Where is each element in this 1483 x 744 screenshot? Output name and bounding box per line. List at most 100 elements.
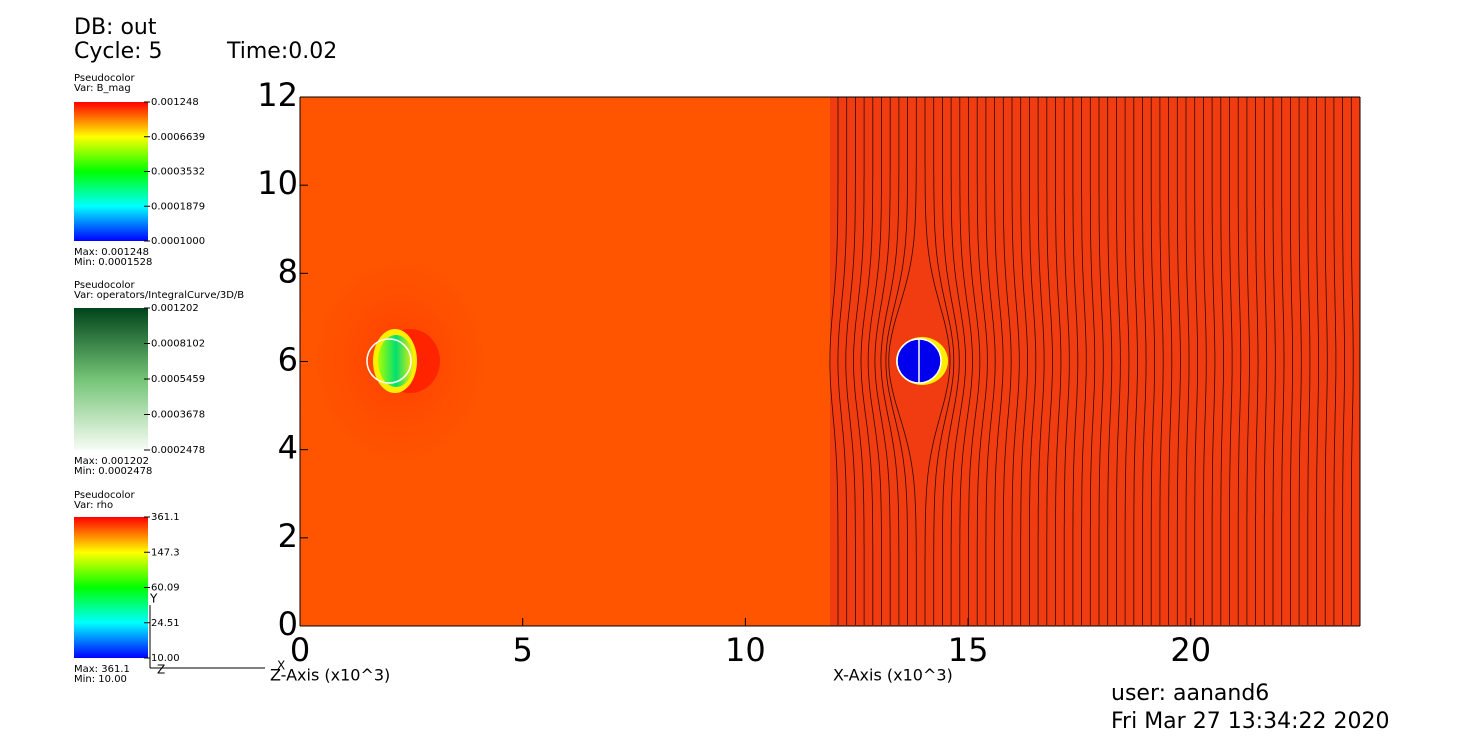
legend-label: 0.001202 xyxy=(151,303,199,314)
streamline xyxy=(933,97,955,625)
legend-title: Pseudocolor xyxy=(74,73,136,84)
db-label: DB: out xyxy=(74,15,157,40)
streamline xyxy=(1316,97,1319,625)
legend-label: 0.0002478 xyxy=(151,445,205,456)
streamline xyxy=(924,97,951,625)
streamline xyxy=(1063,97,1070,625)
legend-label: 10.00 xyxy=(151,653,180,664)
legend-label: 0.001248 xyxy=(151,97,199,108)
streamline xyxy=(968,97,981,625)
legend-var: Var: operators/IntegralCurve/3D/B xyxy=(74,290,244,301)
legend-label: 0.0003678 xyxy=(151,410,205,421)
streamline xyxy=(959,97,973,625)
legend-min: Min: 10.00 xyxy=(74,674,127,685)
streamline xyxy=(1281,97,1285,625)
streamline xyxy=(1220,97,1224,625)
streamline xyxy=(867,97,882,625)
streamline xyxy=(829,97,839,625)
streamline xyxy=(994,97,1004,625)
plot-area xyxy=(290,97,1360,626)
x-tick-label: 20 xyxy=(1170,631,1211,669)
legend-label: 0.0001879 xyxy=(151,201,205,212)
legend-var: Var: rho xyxy=(74,500,113,511)
x-tick-label: 15 xyxy=(948,631,989,669)
legend-label: 0.0005459 xyxy=(151,374,205,385)
legend-label: 24.51 xyxy=(151,618,180,629)
streamline xyxy=(976,97,988,625)
streamline xyxy=(1072,97,1079,625)
streamline xyxy=(1342,97,1345,625)
streamline xyxy=(1011,97,1020,625)
streamline xyxy=(1133,97,1138,625)
streamline xyxy=(1116,97,1121,625)
streamline xyxy=(885,97,908,625)
y-tick-label: 10 xyxy=(257,164,298,202)
streamline xyxy=(1176,97,1181,625)
y-tick-label: 0 xyxy=(278,605,298,643)
streamline xyxy=(1350,97,1354,625)
time-label: Time:0.02 xyxy=(226,39,337,64)
legend-label: 60.09 xyxy=(151,583,180,594)
y-tick-label: 2 xyxy=(278,517,298,555)
legend-max: Max: 361.1 xyxy=(74,664,130,675)
color-bar xyxy=(74,102,148,241)
y-tick-label: 8 xyxy=(278,252,298,290)
streamline xyxy=(942,97,960,625)
y-tick-label: 6 xyxy=(278,341,298,379)
x-axis-label: X-Axis (x10^3) xyxy=(833,666,953,685)
y-tick-label: 4 xyxy=(278,429,298,467)
streamline xyxy=(1237,97,1242,625)
streamline xyxy=(837,97,848,625)
streamline xyxy=(1246,97,1250,625)
streamline xyxy=(888,97,917,625)
streamline xyxy=(1333,97,1337,625)
streamline xyxy=(1107,97,1113,625)
streamline xyxy=(950,97,967,625)
streamline xyxy=(1272,97,1276,625)
streamline xyxy=(1029,97,1037,625)
legend-label: 0.0008102 xyxy=(151,339,205,350)
legend-title: Pseudocolor xyxy=(74,490,136,501)
streamline xyxy=(1263,97,1268,625)
streamline xyxy=(1194,97,1198,625)
legend-label: 147.3 xyxy=(151,547,180,558)
streamline xyxy=(1142,97,1147,625)
legend-var: Var: B_mag xyxy=(74,83,131,94)
legend-label: 0.0001000 xyxy=(151,236,205,247)
legend-max: Max: 0.001248 xyxy=(74,247,149,258)
streamline xyxy=(1298,97,1302,625)
streamline xyxy=(1098,97,1104,625)
streamline xyxy=(874,97,891,625)
streamline xyxy=(1307,97,1311,625)
triad-y: Y xyxy=(149,592,158,606)
streamline xyxy=(845,97,856,625)
streamlines xyxy=(829,97,1354,625)
streamline xyxy=(1089,97,1096,625)
y-tick-label: 12 xyxy=(257,76,298,114)
streamline xyxy=(1055,97,1062,625)
streamline xyxy=(880,97,900,625)
streamline xyxy=(1020,97,1028,625)
streamline xyxy=(853,97,865,625)
streamline xyxy=(1037,97,1045,625)
legend-title: Pseudocolor xyxy=(74,280,136,291)
streamline xyxy=(1203,97,1207,625)
streamline xyxy=(985,97,996,625)
streamline xyxy=(1185,97,1190,625)
legend-min: Min: 0.0001528 xyxy=(74,257,152,268)
streamline xyxy=(1002,97,1012,625)
streamline xyxy=(1211,97,1216,625)
triad-z: Z xyxy=(157,663,165,677)
streamline xyxy=(1290,97,1293,625)
streamline xyxy=(1159,97,1164,625)
streamline xyxy=(1081,97,1087,625)
streamline xyxy=(1124,97,1130,625)
streamline xyxy=(1046,97,1053,625)
color-bar xyxy=(74,308,148,450)
x-tick-label: 10 xyxy=(725,631,766,669)
date-label: Fri Mar 27 13:34:22 2020 xyxy=(1111,709,1389,734)
legend-max: Max: 0.001202 xyxy=(74,456,149,467)
streamline xyxy=(860,97,874,625)
streamline xyxy=(1229,97,1233,625)
